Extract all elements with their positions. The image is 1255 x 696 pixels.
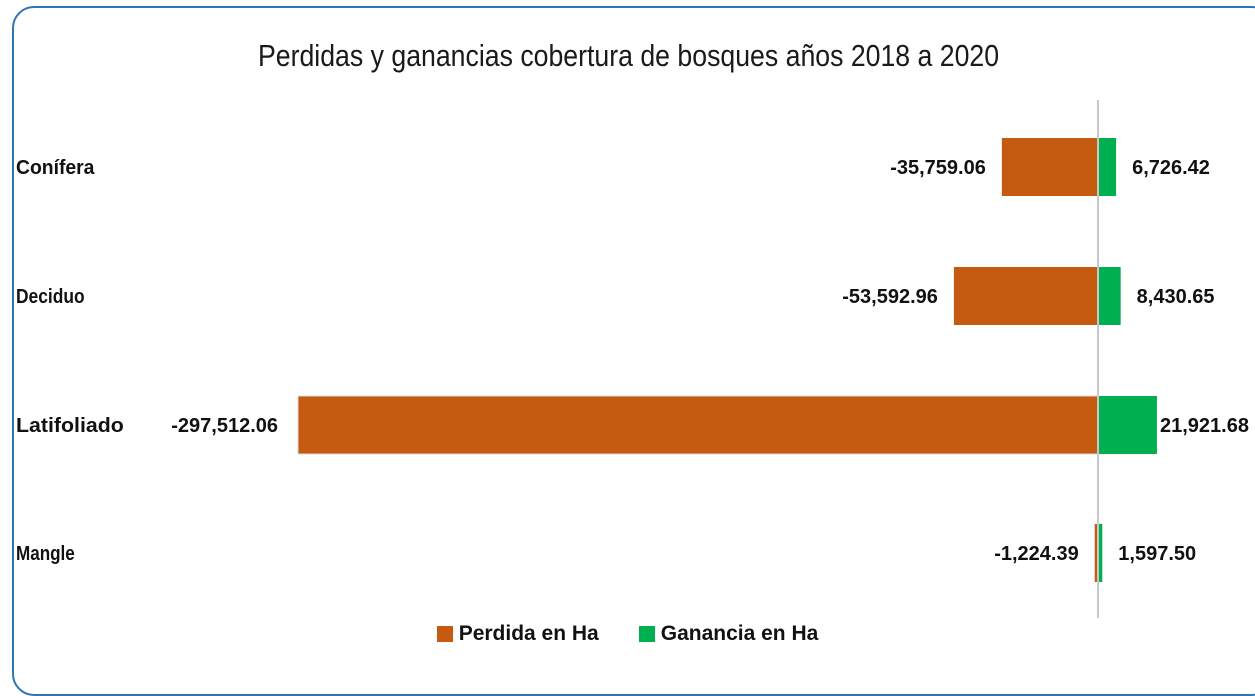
chart-legend: Perdida en Ha Ganancia en Ha xyxy=(0,622,1255,646)
category-label-mangle: Mangle xyxy=(16,543,75,565)
category-label-deciduo: Deciduo xyxy=(16,286,85,308)
legend-item-perdida: Perdida en Ha xyxy=(436,622,599,646)
legend-item-ganancia: Ganancia en Ha xyxy=(638,622,819,646)
legend-swatch-ganancia xyxy=(638,626,655,642)
value-label-perdida-mangle: -1,224.39 xyxy=(994,543,1079,565)
category-label-conifera: Conífera xyxy=(16,157,95,179)
chart-plot-area: Conífera -35,759.06 6,726.42 Deciduo -53,592… xyxy=(16,100,1249,618)
category-label-latifoliado: Latifoliado xyxy=(16,415,124,437)
value-label-perdida-conifera: -35,759.06 xyxy=(890,157,986,179)
bar-ganancia-latifoliado xyxy=(1098,396,1157,454)
value-label-ganancia-latifoliado: 21,921.68 xyxy=(1160,415,1249,437)
bar-perdida-conifera xyxy=(1001,138,1098,196)
legend-label-ganancia: Ganancia en Ha xyxy=(660,622,819,645)
bar-perdida-deciduo xyxy=(953,267,1098,325)
value-label-ganancia-deciduo: 8,430.65 xyxy=(1137,286,1215,308)
value-label-ganancia-conifera: 6,726.42 xyxy=(1132,157,1210,179)
legend-swatch-perdida xyxy=(436,626,453,642)
bar-ganancia-mangle xyxy=(1098,524,1103,582)
value-label-perdida-latifoliado: -297,512.06 xyxy=(171,415,278,437)
chart-title: Perdidas y ganancias cobertura de bosque… xyxy=(257,38,1000,73)
bar-ganancia-conifera xyxy=(1098,138,1117,196)
bar-perdida-mangle xyxy=(1094,524,1098,582)
value-label-perdida-deciduo: -53,592.96 xyxy=(842,286,938,308)
value-label-ganancia-mangle: 1,597.50 xyxy=(1118,543,1196,565)
bar-perdida-latifoliado xyxy=(297,395,1099,455)
legend-label-perdida: Perdida en Ha xyxy=(458,622,599,645)
bar-ganancia-deciduo xyxy=(1098,267,1121,325)
